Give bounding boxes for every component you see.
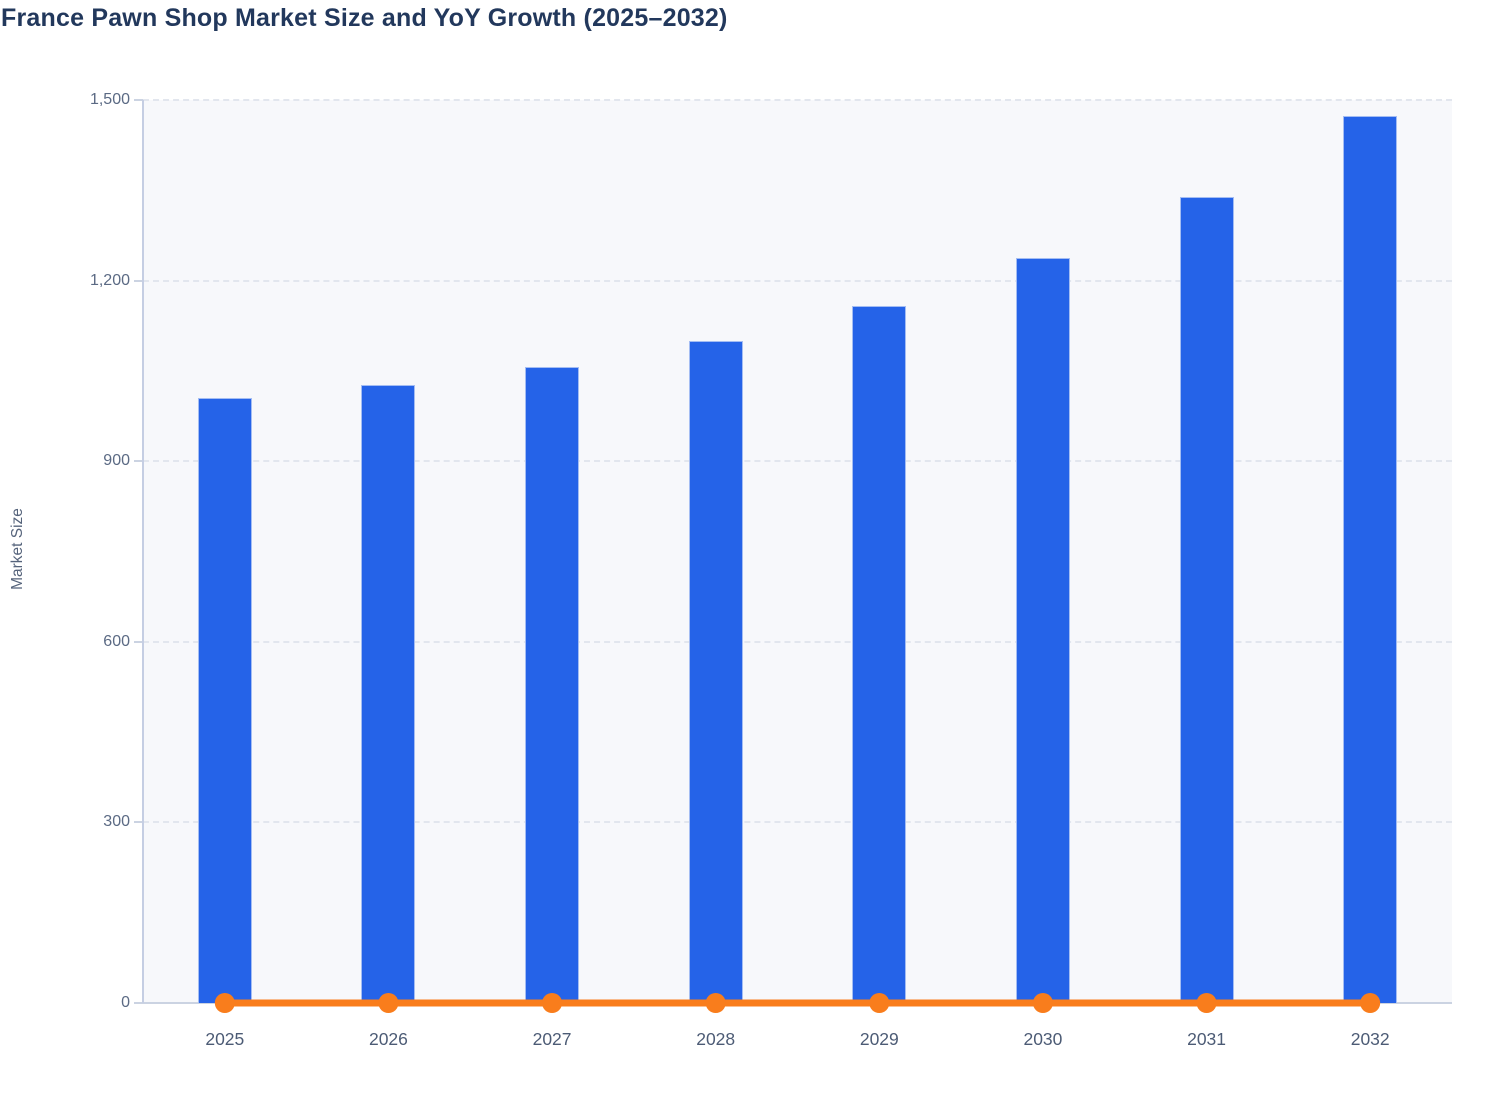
line-marker-2026[interactable] <box>378 993 399 1013</box>
y-tick-label-300: 300 <box>103 813 130 831</box>
gridline-600 <box>143 640 1452 643</box>
y-axis-tick-300 <box>134 821 143 824</box>
y-tick-label-600: 600 <box>103 632 130 650</box>
x-tick-label-2027: 2027 <box>532 1029 572 1049</box>
bar-2027[interactable] <box>525 366 580 1003</box>
line-marker-2025[interactable] <box>214 993 235 1013</box>
gridline-300 <box>143 821 1452 824</box>
bar-2032[interactable] <box>1343 115 1398 1003</box>
x-tick-label-2028: 2028 <box>696 1029 736 1049</box>
y-axis-tick-1200 <box>134 279 143 282</box>
y-axis-tick-0 <box>134 1002 143 1004</box>
line-marker-2030[interactable] <box>1032 993 1053 1013</box>
y-tick-label-0: 0 <box>121 994 130 1011</box>
bar-2025[interactable] <box>197 397 252 1003</box>
line-marker-2032[interactable] <box>1360 993 1381 1013</box>
bar-2028[interactable] <box>688 340 743 1003</box>
y-axis-tick-900 <box>134 460 143 463</box>
line-marker-2029[interactable] <box>869 993 890 1013</box>
bar-2031[interactable] <box>1179 196 1234 1003</box>
y-tick-label-1200: 1,200 <box>89 271 130 289</box>
line-marker-2028[interactable] <box>705 993 726 1013</box>
gridline-900 <box>143 460 1452 463</box>
y-axis-tick-600 <box>134 640 143 643</box>
x-tick-label-2029: 2029 <box>859 1029 899 1049</box>
x-tick-label-2026: 2026 <box>368 1029 408 1049</box>
y-tick-label-900: 900 <box>103 452 130 470</box>
line-marker-2027[interactable] <box>542 993 563 1013</box>
line-marker-2031[interactable] <box>1196 993 1217 1013</box>
y-axis-tick-1500 <box>134 99 143 101</box>
y-tick-label-1500: 1,500 <box>89 91 130 108</box>
x-tick-label-2032: 2032 <box>1350 1029 1390 1049</box>
x-tick-label-2030: 2030 <box>1023 1029 1063 1049</box>
x-tick-label-2031: 2031 <box>1187 1029 1227 1049</box>
plot-area <box>143 100 1452 1003</box>
gridline-1200 <box>143 279 1452 282</box>
x-tick-label-2025: 2025 <box>205 1029 245 1049</box>
gridline-1500 <box>143 99 1452 101</box>
bar-2029[interactable] <box>852 305 907 1003</box>
bar-2026[interactable] <box>361 384 416 1003</box>
chart-title: France Pawn Shop Market Size and YoY Gro… <box>1 4 728 32</box>
bar-2030[interactable] <box>1015 258 1070 1003</box>
y-axis-line <box>142 100 144 1003</box>
